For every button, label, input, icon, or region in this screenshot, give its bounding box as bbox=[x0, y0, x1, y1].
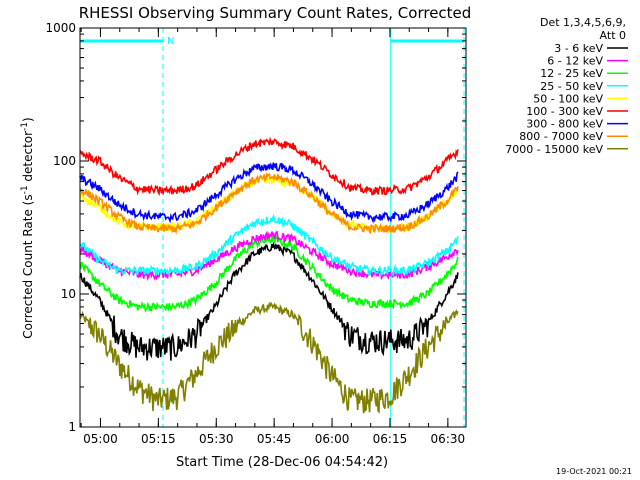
series-layer bbox=[79, 136, 459, 414]
y-tick-label: 1000 bbox=[45, 21, 76, 35]
y-axis: 1 10 100 1000 bbox=[45, 21, 466, 434]
legend-header-line1: Det 1,3,4,5,6,9, bbox=[540, 16, 626, 29]
legend-label: 7000 - 15000 keV bbox=[505, 143, 603, 156]
series-line-8 bbox=[79, 301, 459, 414]
legend-label: 800 - 7000 keV bbox=[519, 130, 603, 143]
legend-label: 300 - 800 keV bbox=[526, 118, 603, 131]
legend-header-line2: Att 0 bbox=[600, 29, 626, 42]
series-line-7 bbox=[79, 172, 459, 235]
legend-label: 12 - 25 keV bbox=[540, 67, 603, 80]
x-axis: 05:00 05:15 05:30 05:45 06:00 06:15 06:30 bbox=[80, 28, 466, 446]
series-line-2 bbox=[79, 234, 459, 313]
legend-label: 25 - 50 keV bbox=[540, 80, 603, 93]
legend-label: 3 - 6 keV bbox=[554, 42, 603, 55]
series-line-1 bbox=[79, 230, 459, 282]
x-tick-label: 06:30 bbox=[431, 432, 466, 446]
x-tick-label: 06:00 bbox=[315, 432, 350, 446]
series-line-6 bbox=[79, 161, 459, 224]
footer-date: 19-Oct-2021 00:21 bbox=[556, 467, 632, 476]
chart-title: RHESSI Observing Summary Count Rates, Co… bbox=[79, 4, 472, 22]
series-line-0 bbox=[79, 241, 459, 361]
y-tick-label: 100 bbox=[53, 154, 76, 168]
x-tick-label: 05:45 bbox=[257, 432, 292, 446]
y-tick-label: 10 bbox=[61, 287, 76, 301]
x-tick-label: 05:15 bbox=[141, 432, 176, 446]
plot-frame bbox=[79, 27, 467, 428]
legend-label: 50 - 100 keV bbox=[533, 92, 603, 105]
series-line-3 bbox=[79, 213, 459, 277]
legend-label: 6 - 12 keV bbox=[547, 55, 603, 68]
flag-label: N bbox=[167, 36, 174, 47]
y-tick-label: 1 bbox=[68, 420, 76, 434]
x-tick-label: 05:00 bbox=[83, 432, 118, 446]
x-tick-label: 05:30 bbox=[199, 432, 234, 446]
x-axis-label: Start Time (28-Dec-06 04:54:42) bbox=[176, 455, 388, 470]
legend-label: 100 - 300 keV bbox=[526, 105, 603, 118]
series-line-5 bbox=[79, 136, 459, 197]
y-axis-label: Corrected Count Rate (s-1 detector-1) bbox=[20, 117, 35, 338]
x-tick-label: 06:15 bbox=[373, 432, 408, 446]
